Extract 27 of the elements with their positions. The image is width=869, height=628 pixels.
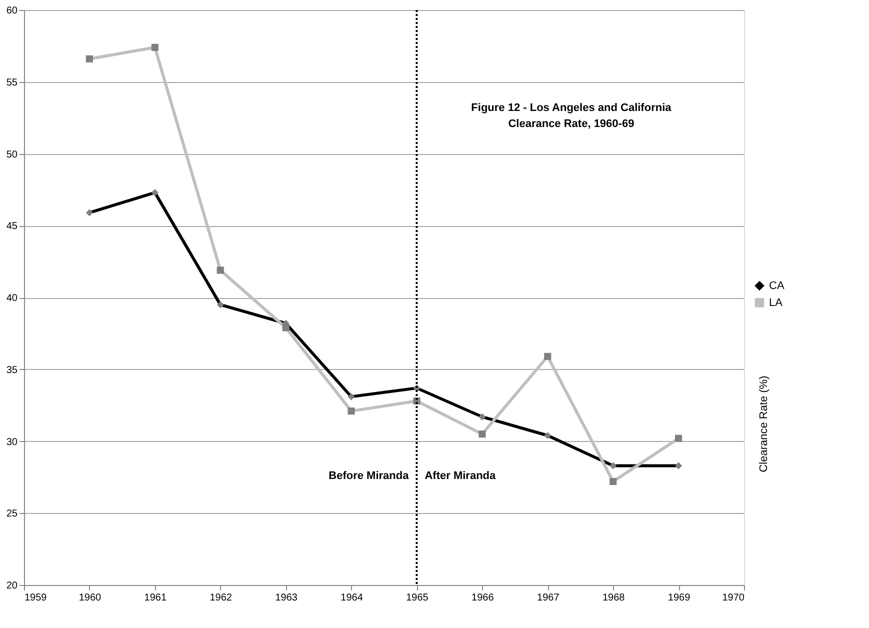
y-tick-label: 55 <box>6 77 18 88</box>
legend-label: LA <box>769 296 784 309</box>
x-tick-label: 1963 <box>275 592 298 604</box>
y-tick-label: 60 <box>6 6 18 16</box>
x-tick-label: 1962 <box>210 592 232 604</box>
x-tick-label: 1961 <box>144 592 167 604</box>
x-tick-label: 1959 <box>24 592 48 604</box>
y-tick-label: 50 <box>6 149 18 160</box>
y-tick-label: 20 <box>6 580 18 592</box>
y-tick-label: 35 <box>6 364 18 376</box>
annotation: After Miranda <box>424 470 497 482</box>
text: Figure 12 - Los Angeles and California Clearance Rate, 1960-69 <box>471 102 672 130</box>
x-tick-label: 1965 <box>406 592 429 604</box>
y-tick-label: 30 <box>6 436 18 448</box>
y-tick-label: 40 <box>6 293 18 304</box>
legend-label: CA <box>769 280 785 292</box>
x-tick-label: 1968 <box>602 592 626 604</box>
x-tick-label: 1967 <box>537 592 560 604</box>
x-tick-label: 1970 <box>722 592 745 604</box>
y-tick-label: 45 <box>6 221 18 232</box>
x-tick-label: 1960 <box>78 592 102 604</box>
x-tick-label: 1964 <box>340 592 364 604</box>
x-tick-label: 1966 <box>472 592 494 604</box>
x-tick-label: 1969 <box>668 592 691 604</box>
y-axis-title: Clearance Rate (%) <box>758 376 770 472</box>
annotation: Before Miranda <box>328 470 410 482</box>
y-tick-label: 25 <box>6 508 18 520</box>
